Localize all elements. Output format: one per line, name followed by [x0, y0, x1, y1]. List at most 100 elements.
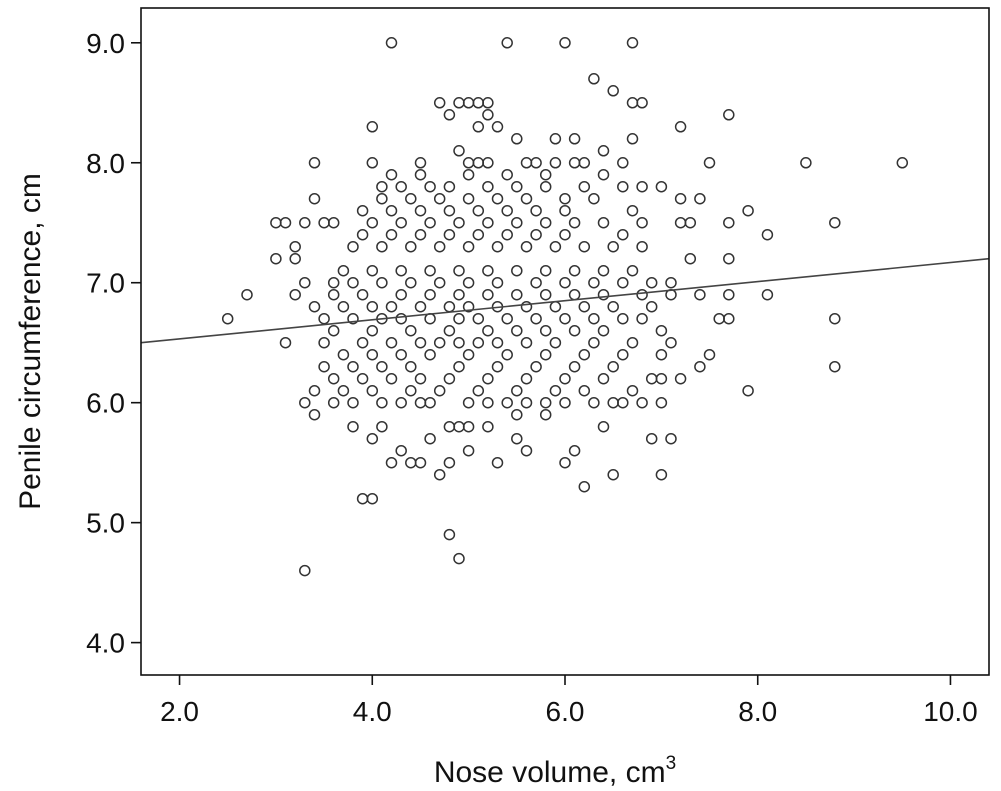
data-point [395, 312, 407, 325]
data-point [453, 312, 465, 325]
data-point [376, 192, 388, 205]
data-point [395, 396, 407, 409]
data-point [539, 408, 552, 421]
data-point [539, 168, 552, 181]
data-point [356, 228, 369, 241]
data-point [626, 204, 639, 217]
data-point [221, 312, 234, 325]
data-point [366, 348, 379, 361]
data-point [636, 312, 648, 325]
data-point [424, 288, 436, 301]
data-point [472, 157, 485, 169]
data-point [299, 276, 311, 289]
y-tick-label: 5.0 [86, 508, 125, 539]
data-point [308, 192, 321, 205]
data-point [376, 180, 388, 193]
data-point [424, 396, 436, 409]
data-point [703, 157, 716, 169]
data-point [607, 300, 619, 313]
data-point [530, 157, 542, 169]
data-point [578, 300, 591, 313]
data-point [385, 228, 398, 241]
data-point [597, 216, 610, 229]
data-point [655, 324, 668, 337]
data-point [308, 157, 321, 169]
data-point [385, 37, 398, 49]
x-tick-label: 8.0 [738, 696, 777, 727]
data-point [327, 372, 340, 385]
data-point [443, 109, 456, 121]
data-point [723, 252, 735, 265]
data-point [723, 312, 735, 325]
data-point [453, 336, 465, 349]
data-point [588, 336, 600, 349]
data-point [347, 276, 359, 289]
data-point [655, 372, 668, 385]
data-point [491, 192, 504, 205]
data-point [539, 216, 552, 229]
data-point [299, 396, 311, 409]
data-point [636, 180, 648, 193]
data-point [568, 157, 581, 169]
data-point [520, 240, 533, 253]
data-point [549, 240, 562, 253]
data-point [559, 372, 571, 385]
x-tick-label: 10.0 [923, 696, 978, 727]
data-point [424, 432, 436, 445]
data-point [405, 456, 417, 469]
data-point [665, 276, 677, 289]
data-point [347, 240, 359, 253]
data-point [800, 157, 812, 169]
data-point [366, 324, 379, 337]
data-point [742, 384, 754, 397]
data-point [491, 360, 504, 373]
data-point [617, 348, 629, 361]
data-point [462, 276, 475, 289]
data-point [511, 264, 523, 277]
data-point [539, 264, 552, 277]
data-point [645, 432, 658, 445]
data-point [559, 37, 571, 49]
data-point [520, 444, 533, 457]
data-point [356, 336, 369, 349]
data-point [742, 204, 754, 217]
data-point [299, 564, 311, 577]
data-point [366, 384, 379, 397]
data-point [559, 228, 571, 241]
data-point [511, 288, 523, 301]
data-point [578, 348, 591, 361]
data-point [414, 300, 427, 313]
data-point [501, 396, 513, 409]
data-point [453, 216, 465, 229]
data-point [568, 264, 581, 277]
data-point [405, 276, 417, 289]
data-point [472, 121, 485, 133]
data-point [443, 300, 456, 313]
data-point [395, 216, 407, 229]
data-point [395, 444, 407, 457]
data-point [549, 384, 562, 397]
data-point [511, 180, 523, 193]
data-point [645, 300, 658, 313]
data-point [366, 432, 379, 445]
x-tick-label: 6.0 [546, 696, 585, 727]
data-point [289, 288, 301, 301]
data-point [761, 228, 774, 241]
data-point [626, 97, 639, 109]
data-point [241, 288, 253, 301]
data-point [636, 97, 648, 109]
data-point [559, 396, 571, 409]
data-point [270, 252, 282, 265]
data-point [626, 384, 639, 397]
data-point [356, 372, 369, 385]
data-point [597, 372, 610, 385]
data-point [578, 384, 591, 397]
y-axis-ticks: 4.0 5.0 6.0 7.0 8.0 9.0 [86, 28, 141, 659]
data-point [347, 312, 359, 325]
data-point [279, 216, 292, 229]
data-point [520, 157, 533, 169]
data-point [453, 420, 465, 433]
data-point [327, 288, 340, 301]
data-point [761, 288, 774, 301]
